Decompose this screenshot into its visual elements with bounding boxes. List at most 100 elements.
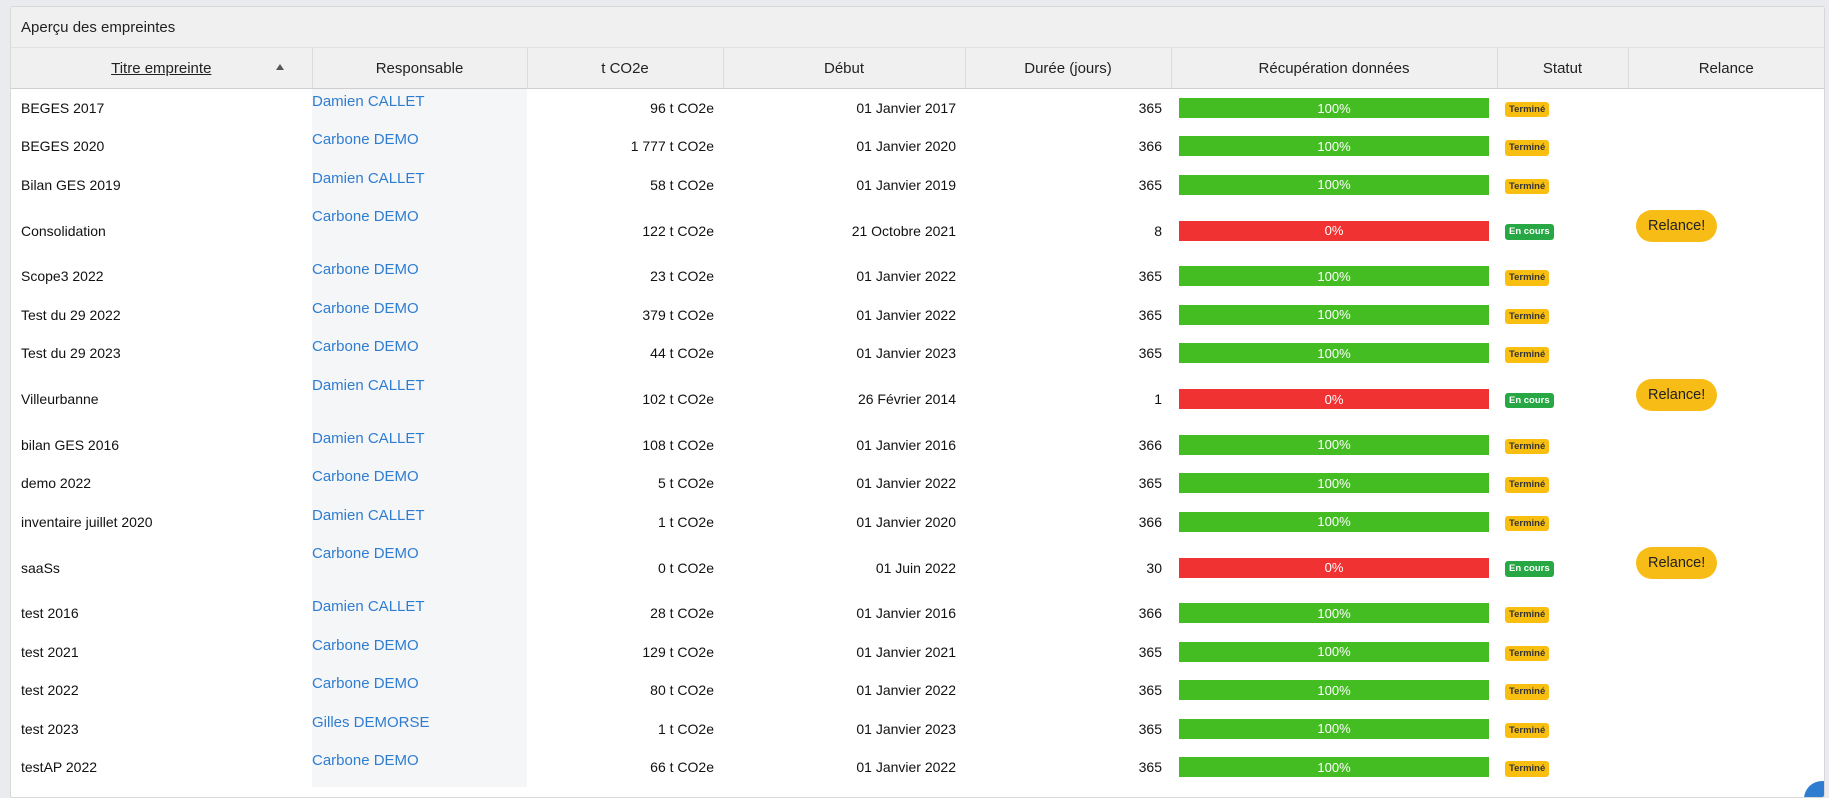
status-cell: Terminé [1497, 257, 1628, 296]
responsable-cell: Carbone DEMO [312, 295, 527, 334]
table-row[interactable]: BEGES 2020 Carbone DEMO 1 777 t CO2e 01 Jan… [11, 127, 1824, 166]
relance-cell: Relance! [1628, 373, 1824, 426]
responsable-link[interactable]: Damien CALLET [312, 506, 425, 524]
table-row[interactable]: bilan GES 2016 Damien CALLET 108 t CO2e 01 … [11, 425, 1824, 465]
duration-days: 366 [1138, 513, 1162, 530]
column-header-co2[interactable]: t CO2e [527, 48, 724, 89]
table-row[interactable]: Consolidation Carbone DEMO 122 t CO2e 21 Oc… [11, 204, 1824, 257]
footprint-title: saaSs [21, 559, 60, 576]
co2-value: 129 t CO2e [642, 643, 714, 660]
status-cell: Terminé [1497, 633, 1628, 672]
relance-button[interactable]: Relance! [1636, 210, 1718, 242]
responsable-link[interactable]: Carbone DEMO [312, 468, 419, 485]
responsable-link[interactable]: Carbone DEMO [312, 636, 419, 654]
table-row[interactable]: Test du 29 2023 Carbone DEMO 44 t CO2e 01 J… [11, 334, 1824, 373]
progress-bar: 100% [1179, 98, 1489, 118]
column-header-duree[interactable]: Durée (jours) [965, 48, 1172, 89]
start-date: 21 Octobre 2021 [851, 222, 956, 239]
responsable-link[interactable]: Carbone DEMO [312, 545, 419, 562]
help-bubble-button[interactable] [1804, 781, 1824, 797]
table-row[interactable]: Test du 29 2022 Carbone DEMO 379 t CO2e 01 … [11, 295, 1824, 335]
co2-value: 108 t CO2e [642, 436, 714, 453]
status-cell: En cours [1497, 373, 1628, 426]
duration-days: 366 [1138, 138, 1162, 155]
footprint-title: demo 2022 [21, 475, 92, 492]
footprints-table: Titre empreinte Responsable t CO2e Début… [11, 48, 1824, 787]
table-body: BEGES 2017 Damien CALLET 96 t CO2e 01 Janvi… [11, 88, 1824, 787]
co2-value: 23 t CO2e [650, 268, 714, 285]
table-row[interactable]: test 2023 Gilles DEMORSE 1 t CO2e 01 Janvie… [11, 709, 1824, 749]
table-row[interactable]: test 2016 Damien CALLET 28 t CO2e 01 Janvie… [11, 594, 1824, 633]
start-date: 01 Janvier 2020 [856, 513, 956, 530]
responsable-link[interactable]: Damien CALLET [312, 376, 425, 394]
table-row[interactable]: demo 2022 Carbone DEMO 5 t CO2e 01 Janvier … [11, 464, 1824, 503]
column-header-statut[interactable]: Statut [1497, 48, 1629, 89]
column-header-title[interactable]: Titre empreinte [11, 48, 313, 89]
progress-cell: 100% [1171, 748, 1497, 787]
relance-cell [1628, 89, 1824, 128]
progress-cell: 100% [1171, 503, 1497, 542]
table-row[interactable]: Scope3 2022 Carbone DEMO 23 t CO2e 01 Janvi… [11, 257, 1824, 296]
co2-value: 58 t CO2e [650, 176, 714, 193]
responsable-link[interactable]: Carbone DEMO [312, 208, 419, 225]
column-header-relance[interactable]: Relance [1628, 48, 1824, 89]
responsable-cell: Carbone DEMO [312, 257, 527, 296]
progress-cell: 100% [1171, 334, 1497, 373]
responsable-link[interactable]: Carbone DEMO [312, 338, 419, 355]
table-row[interactable]: Bilan GES 2019 Damien CALLET 58 t CO2e 01 J… [11, 165, 1824, 205]
responsable-cell: Carbone DEMO [312, 541, 527, 594]
table-row[interactable]: Villeurbanne Damien CALLET 102 t CO2e 26 Fé… [11, 372, 1824, 426]
column-header-recuperation[interactable]: Récupération données [1171, 48, 1498, 89]
responsable-link[interactable]: Carbone DEMO [312, 261, 419, 278]
responsable-cell: Damien CALLET [312, 372, 527, 426]
duration-days: 365 [1138, 759, 1162, 776]
sort-ascending-icon[interactable] [275, 64, 284, 70]
status-cell: En cours [1497, 204, 1628, 257]
start-date: 01 Janvier 2017 [856, 100, 956, 116]
relance-cell [1628, 296, 1824, 335]
progress-bar: 0% [1179, 220, 1489, 241]
table-row[interactable]: saaSs Carbone DEMO 0 t CO2e 01 Juin 2022 30 0… [11, 541, 1824, 594]
relance-button[interactable]: Relance! [1636, 378, 1718, 411]
responsable-link[interactable]: Carbone DEMO [312, 131, 419, 148]
responsable-link[interactable]: Damien CALLET [312, 93, 425, 110]
progress-cell: 100% [1171, 426, 1497, 465]
footprint-title: BEGES 2020 [21, 138, 105, 155]
table-row[interactable]: test 2022 Carbone DEMO 80 t CO2e 01 Janvier… [11, 671, 1824, 710]
column-header-debut[interactable]: Début [723, 48, 966, 89]
progress-cell: 100% [1171, 166, 1497, 205]
start-date: 01 Janvier 2023 [856, 345, 956, 362]
responsable-link[interactable]: Carbone DEMO [312, 299, 419, 317]
table-row[interactable]: testAP 2022 Carbone DEMO 66 t CO2e 01 Janvi… [11, 748, 1824, 787]
responsable-cell: Carbone DEMO [312, 748, 527, 787]
progress-bar: 100% [1179, 473, 1489, 494]
start-date: 01 Juin 2022 [875, 559, 956, 576]
duration-days: 1 [1154, 391, 1162, 407]
responsable-link[interactable]: Damien CALLET [312, 429, 425, 447]
progress-bar: 100% [1179, 757, 1489, 778]
progress-bar: 100% [1179, 641, 1489, 662]
relance-button[interactable]: Relance! [1636, 547, 1718, 579]
duration-days: 365 [1138, 268, 1162, 285]
duration-days: 8 [1154, 222, 1162, 239]
footprint-title: Test du 29 2023 [21, 345, 121, 362]
responsable-link[interactable]: Damien CALLET [312, 169, 425, 187]
co2-value: 1 777 t CO2e [630, 138, 714, 155]
table-row[interactable]: test 2021 Carbone DEMO 129 t CO2e 01 Janvie… [11, 632, 1824, 672]
table-row[interactable]: inventaire juillet 2020 Damien CALLET 1 t … [11, 502, 1824, 542]
status-cell: En cours [1497, 541, 1628, 594]
progress-cell: 100% [1171, 710, 1497, 749]
relance-cell [1628, 166, 1824, 205]
responsable-link[interactable]: Carbone DEMO [312, 752, 419, 769]
column-header-responsable[interactable]: Responsable [312, 48, 528, 89]
responsable-link[interactable]: Gilles DEMORSE [312, 713, 430, 731]
progress-cell: 100% [1171, 464, 1497, 503]
responsable-link[interactable]: Carbone DEMO [312, 675, 419, 692]
table-row[interactable]: BEGES 2017 Damien CALLET 96 t CO2e 01 Janvi… [11, 88, 1824, 128]
progress-bar: 100% [1179, 343, 1489, 364]
status-cell: Terminé [1497, 89, 1628, 128]
responsable-link[interactable]: Damien CALLET [312, 598, 425, 615]
footprint-title: Bilan GES 2019 [21, 176, 121, 193]
status-badge: Terminé [1505, 438, 1550, 454]
progress-cell: 0% [1171, 541, 1497, 594]
